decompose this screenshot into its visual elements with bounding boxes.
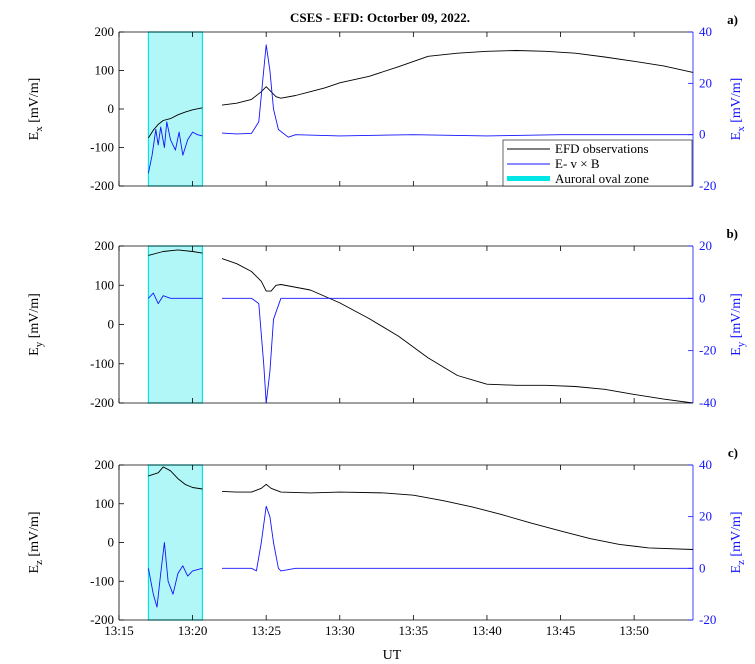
y-left-tick-label: 100: [95, 496, 115, 511]
series-line-model: [222, 297, 693, 404]
y-right-tick-label: 0: [699, 127, 706, 142]
series-line-observed: [148, 249, 203, 256]
y-left-tick-label: 100: [95, 277, 115, 292]
y-left-tick-label: 200: [95, 238, 115, 253]
y-left-label: Ey [mV/m]: [27, 293, 45, 356]
legend-label-model: E- v × B: [555, 156, 600, 171]
y-left-tick-label: 0: [108, 101, 115, 116]
y-right-tick-label: -20: [699, 178, 716, 193]
series-line-observed: [221, 483, 694, 550]
auroral-zone-band: [147, 464, 204, 621]
x-tick-label: 13:25: [251, 623, 281, 638]
x-axis-label: UT: [383, 648, 402, 663]
y-right-tick-label: 40: [699, 24, 712, 39]
y-left-label: Ex [mV/m]: [27, 78, 45, 141]
y-left-tick-label: -200: [90, 178, 114, 193]
series-line-observed: [148, 107, 203, 139]
y-left-tick-label: 0: [108, 535, 115, 550]
y-right-tick-label: -20: [699, 612, 716, 627]
y-right-tick-label: 20: [699, 238, 712, 253]
series-line-model: [221, 44, 693, 138]
y-right-tick-label: 0: [699, 560, 706, 575]
y-left-tick-label: 100: [95, 63, 115, 78]
panel-label: a): [727, 12, 738, 27]
panel-label: b): [726, 226, 738, 241]
y-left-tick-label: 200: [95, 24, 115, 39]
auroral-zone-band: [147, 31, 204, 187]
auroral-zone-band: [147, 245, 204, 404]
legend-swatch-auroral: [507, 176, 550, 181]
y-left-tick-label: -100: [90, 573, 114, 588]
series-line-model: [222, 505, 693, 572]
x-tick-label: 13:45: [546, 623, 576, 638]
series-line-model: [147, 542, 203, 608]
y-right-label: Ey [mV/m]: [729, 293, 747, 356]
y-right-label: Ex [mV/m]: [729, 78, 747, 141]
y-right-tick-label: -20: [699, 343, 716, 358]
y-right-tick-label: 0: [699, 290, 706, 305]
y-left-tick-label: -200: [90, 612, 114, 627]
chart-title: CSES - EFD: Octorber 09, 2022.: [290, 10, 470, 25]
x-tick-label: 13:15: [104, 623, 134, 638]
x-tick-label: 13:30: [325, 623, 355, 638]
y-right-tick-label: 20: [699, 509, 712, 524]
y-left-tick-label: -100: [90, 356, 114, 371]
x-tick-label: 13:20: [178, 623, 208, 638]
x-tick-label: 13:35: [399, 623, 429, 638]
y-right-label: Ez [mV/m]: [729, 511, 747, 573]
y-right-tick-label: 20: [699, 75, 712, 90]
y-left-tick-label: 200: [95, 457, 115, 472]
x-tick-label: 13:40: [472, 623, 502, 638]
legend-label-observed: EFD observations: [555, 141, 649, 156]
y-left-label: Ez [mV/m]: [27, 511, 45, 573]
x-tick-label: 13:50: [619, 623, 649, 638]
y-left-tick-label: -200: [90, 395, 114, 410]
y-left-tick-label: 0: [108, 317, 115, 332]
series-line-observed: [148, 466, 203, 490]
panel-label: c): [728, 445, 738, 460]
y-right-tick-label: -40: [699, 395, 716, 410]
series-line-observed: [221, 50, 694, 106]
series-line-observed: [221, 258, 694, 404]
series-line-model: [147, 121, 203, 174]
y-right-tick-label: 40: [699, 457, 712, 472]
legend-label-auroral: Auroral oval zone: [555, 171, 649, 186]
y-left-tick-label: -100: [90, 140, 114, 155]
series-line-model: [148, 292, 203, 305]
